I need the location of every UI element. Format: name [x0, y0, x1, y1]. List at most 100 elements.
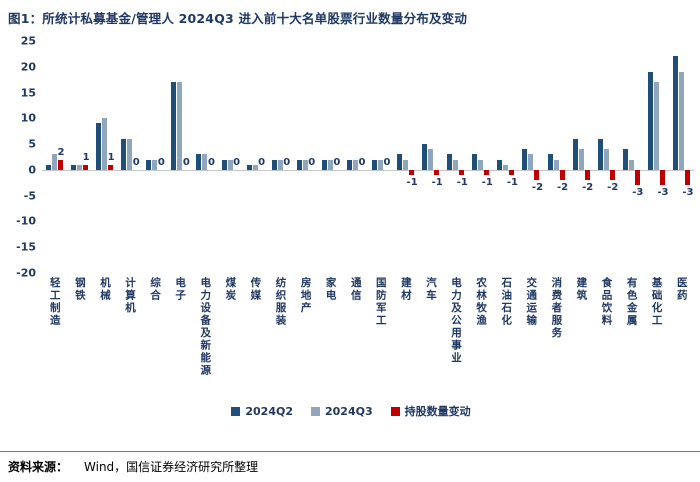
- bar-group: -1: [418, 41, 443, 273]
- plot-wrapper: 2 1 1 0 0 0 0 0 0 0 0 0 0 0 -1 -1 -1 -1 -1 -2 -2 -2 -2 -3 -3 -3 轻…: [42, 41, 694, 399]
- source-label: 资料来源：: [8, 460, 69, 474]
- bar-q3: [302, 159, 308, 170]
- bar-q2: [246, 164, 252, 170]
- bar-q3: [678, 71, 684, 170]
- data-label: 0: [207, 156, 215, 168]
- bar-group: -3: [669, 41, 694, 273]
- x-category-label: 国防军工: [368, 277, 393, 399]
- x-category-label: 计算机: [117, 277, 142, 399]
- bar-group: 0: [268, 41, 293, 273]
- bar-q3: [352, 159, 358, 170]
- y-tick-label: -20: [16, 266, 36, 280]
- bar-group: -1: [393, 41, 418, 273]
- bar-group: 0: [142, 41, 167, 273]
- data-label: 0: [182, 156, 190, 168]
- bar-change: [83, 164, 89, 170]
- bar-q3: [127, 138, 133, 170]
- bar-change: [559, 169, 565, 181]
- bar-q2: [96, 123, 102, 170]
- x-category-label: 基础化工: [644, 277, 669, 399]
- bar-q2: [71, 164, 77, 170]
- legend: 2024Q2 2024Q3 持股数量变动: [8, 403, 694, 419]
- x-category-text: 电力设备及新能源: [199, 277, 212, 377]
- bar-change: [584, 169, 590, 181]
- bar-q2: [171, 82, 177, 170]
- data-label: 0: [157, 156, 165, 168]
- bar-q3: [603, 149, 609, 170]
- bar-q2: [647, 71, 653, 170]
- x-category-text: 纺织服装: [274, 277, 287, 327]
- bar-q2: [321, 159, 327, 170]
- x-category-label: 家电: [318, 277, 343, 399]
- x-category-text: 房地产: [299, 277, 312, 315]
- bar-q2: [597, 138, 603, 170]
- data-label: 0: [383, 156, 391, 168]
- x-category-text: 消费者服务: [550, 277, 563, 340]
- bar-q3: [578, 149, 584, 170]
- figure-title: 图1：所统计私募基金/管理人 2024Q3 进入前十大名单股票行业数量分布及变动: [8, 11, 468, 26]
- x-category-label: 房地产: [293, 277, 318, 399]
- bar-group: 0: [343, 41, 368, 273]
- x-category-text: 有色金属: [625, 277, 638, 327]
- data-label: -2: [531, 182, 544, 194]
- bar-group: 0: [293, 41, 318, 273]
- bar-q2: [346, 159, 352, 170]
- bar-q3: [327, 159, 333, 170]
- x-category-text: 传媒: [249, 277, 262, 302]
- data-label: 0: [333, 156, 341, 168]
- bar-q3: [403, 159, 409, 170]
- bar-change: [409, 169, 415, 176]
- bar-group: 0: [117, 41, 142, 273]
- data-label: -2: [582, 182, 594, 194]
- bar-group: 0: [218, 41, 243, 273]
- plot-area: 2 1 1 0 0 0 0 0 0 0 0 0 0 0 -1 -1 -1 -1 -1 -2 -2 -2 -2 -3 -3 -3: [42, 41, 694, 273]
- data-label: -1: [481, 177, 493, 189]
- data-label: -3: [682, 187, 694, 199]
- bar-q3: [528, 154, 534, 170]
- bar-change: [534, 169, 540, 181]
- bar-group: -1: [493, 41, 518, 273]
- bar-q2: [497, 159, 503, 170]
- data-label: 1: [107, 151, 115, 163]
- x-category-text: 煤炭: [224, 277, 237, 302]
- x-category-label: 石油石化: [493, 277, 518, 399]
- data-label: 0: [233, 156, 241, 168]
- bar-q2: [622, 149, 628, 170]
- x-category-label: 综合: [142, 277, 167, 399]
- bar-q3: [177, 82, 183, 170]
- bar-change: [509, 169, 515, 176]
- bar-group: 1: [67, 41, 92, 273]
- x-category-text: 国防军工: [374, 277, 387, 327]
- bar-q2: [296, 159, 302, 170]
- bar-q2: [271, 159, 277, 170]
- bar-q3: [202, 154, 208, 170]
- x-category-label: 建材: [393, 277, 418, 399]
- legend-label: 持股数量变动: [404, 405, 471, 418]
- bar-change: [609, 169, 615, 181]
- x-category-text: 建筑: [575, 277, 588, 302]
- bar-group: 0: [318, 41, 343, 273]
- bar-q3: [428, 149, 434, 170]
- bar-q2: [397, 154, 403, 170]
- data-label: -2: [607, 182, 619, 194]
- bar-q2: [672, 56, 678, 170]
- bar-q3: [553, 159, 559, 170]
- x-category-text: 建材: [399, 277, 412, 302]
- y-tick-label: 25: [20, 34, 36, 48]
- data-label: -3: [632, 187, 644, 199]
- bar-group: 2: [42, 41, 67, 273]
- bar-change: [58, 159, 63, 170]
- bar-change: [108, 164, 114, 170]
- bar-group: -2: [569, 41, 594, 273]
- bar-q2: [146, 159, 152, 170]
- data-label: 0: [308, 156, 316, 168]
- data-label: 0: [358, 156, 366, 168]
- bar-group: 0: [167, 41, 192, 273]
- bar-q3: [152, 159, 158, 170]
- legend-swatch-icon: [311, 406, 320, 416]
- bar-change: [459, 169, 465, 176]
- bar-q2: [221, 159, 227, 170]
- data-label: 0: [258, 156, 266, 168]
- bar-q2: [472, 154, 478, 170]
- y-tick-label: -15: [16, 240, 36, 254]
